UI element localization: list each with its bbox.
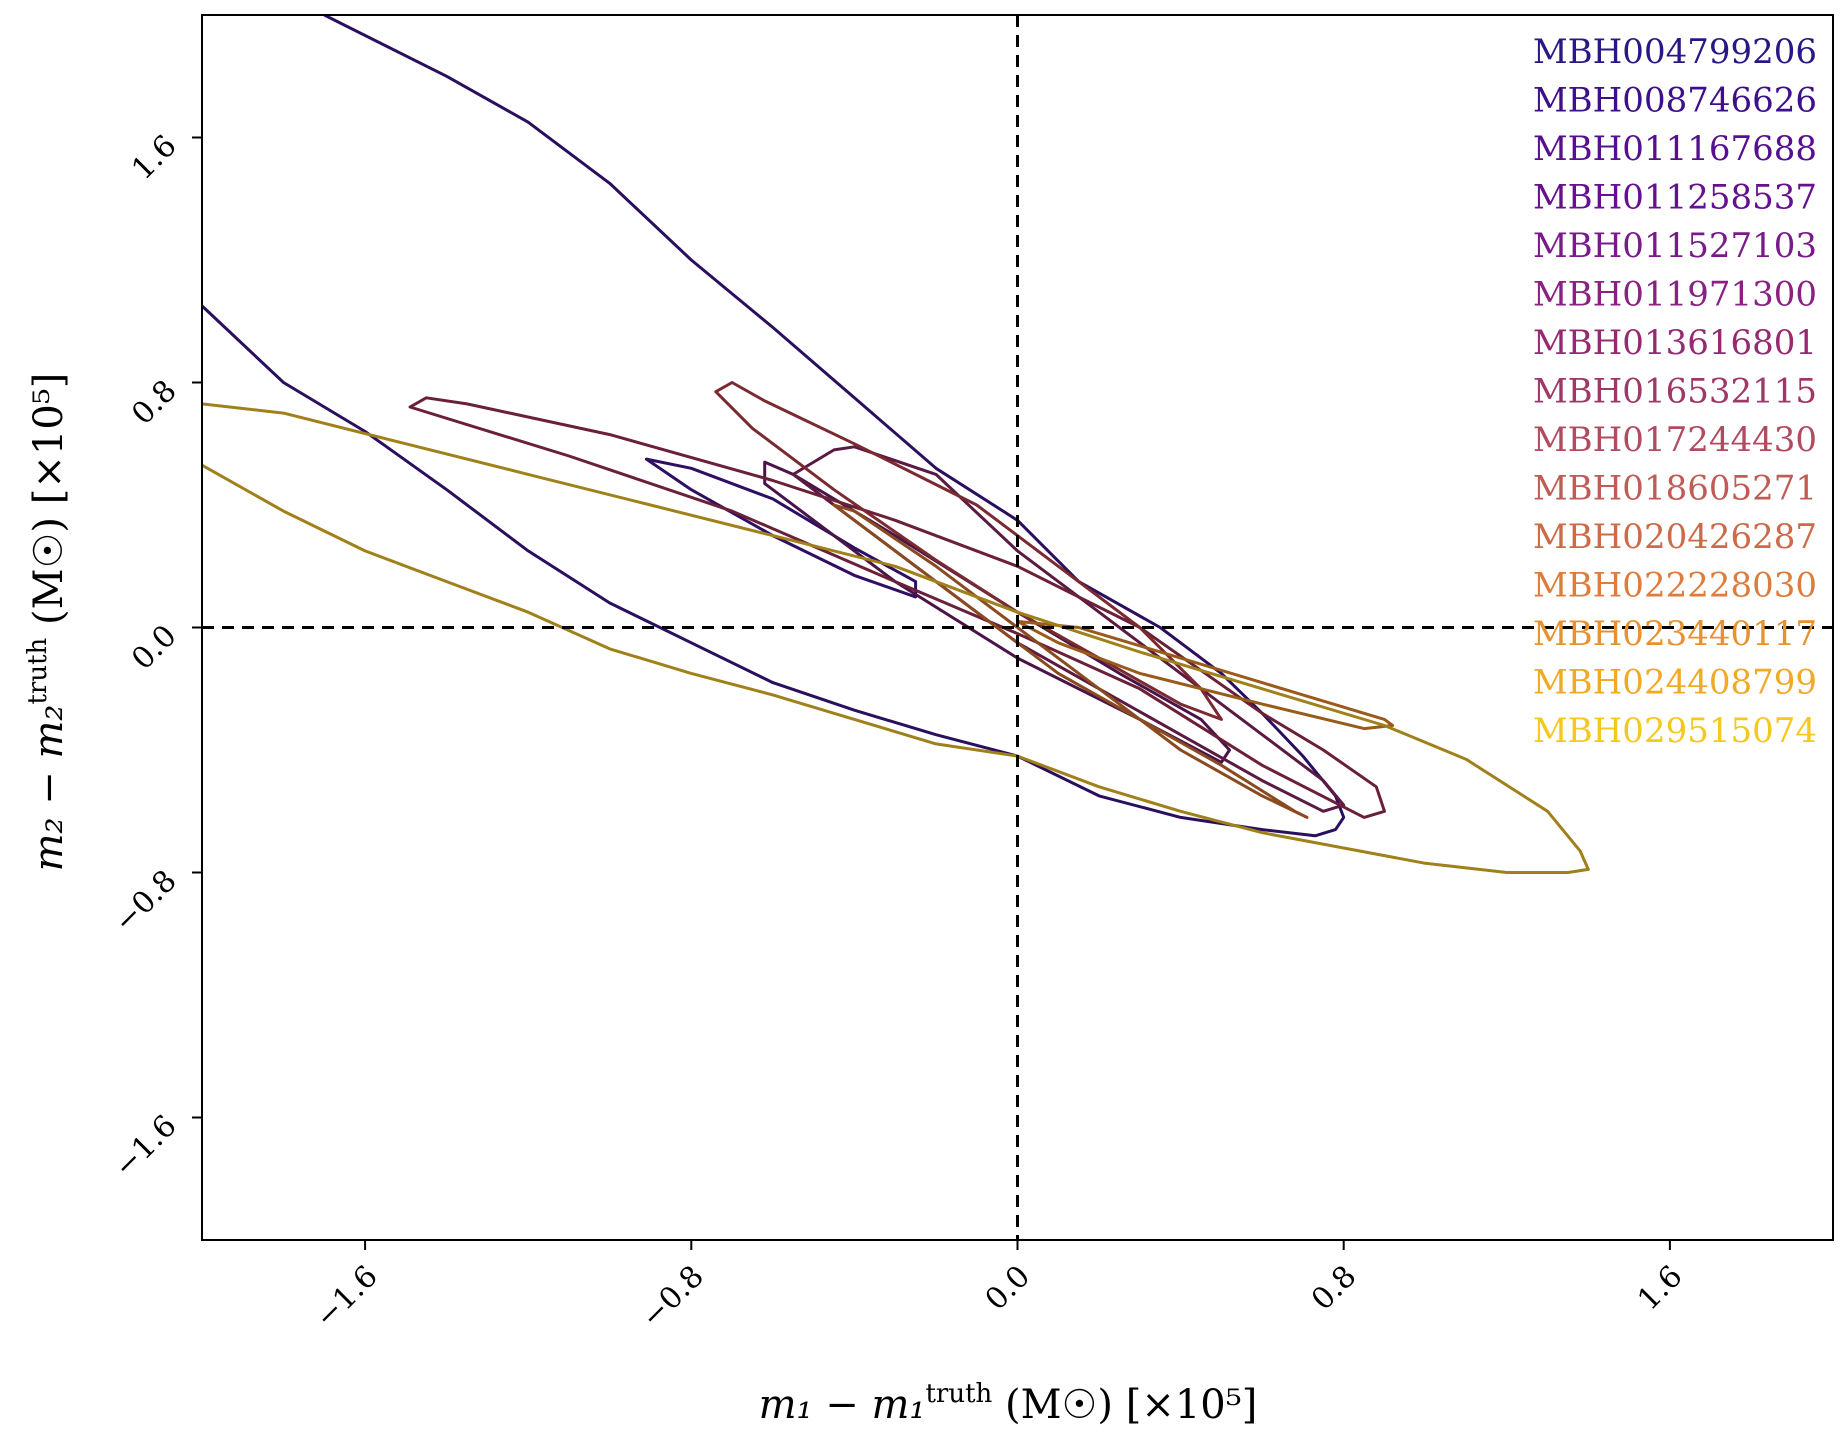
- y-tick-label: 0.0: [125, 618, 183, 676]
- legend-entry: MBH011258537: [1533, 178, 1817, 218]
- legend: MBH004799206 MBH008746626 MBH011167688 MBH0…: [1533, 32, 1817, 751]
- x-tick-label: −1.6: [308, 1259, 384, 1335]
- legend-entry: MBH011167688: [1533, 129, 1817, 169]
- legend-entry: MBH013616801: [1533, 323, 1817, 363]
- legend-entry: MBH024408799: [1533, 663, 1817, 703]
- contour-3: [763, 460, 1231, 764]
- y-tick-label: −0.8: [107, 863, 183, 939]
- x-tick-label: 0.0: [979, 1259, 1037, 1317]
- legend-entry: MBH008746626: [1533, 81, 1817, 121]
- y-tick-label: 0.8: [125, 373, 183, 431]
- contour-2: [644, 457, 918, 599]
- x-axis-label-main: m₁ − m₁: [759, 1382, 926, 1428]
- legend-entry: MBH016532115: [1533, 372, 1817, 412]
- y-axis-label-unit: (M☉) [×10⁵]: [26, 373, 72, 638]
- contour-6: [714, 381, 1223, 721]
- reference-lines: [202, 15, 1833, 1240]
- contour-7: [832, 503, 1309, 819]
- contour-layer: [202, 15, 1590, 874]
- y-axis-label: m₂ − m₂truth (M☉) [×10⁵]: [23, 373, 72, 872]
- legend-entry: MBH011971300: [1533, 275, 1817, 315]
- x-tick-label: −0.8: [635, 1259, 711, 1335]
- x-axis-label-sup: truth: [925, 1379, 992, 1409]
- x-axis-ticks: −1.6 −0.8 0.0 0.8 1.6: [308, 1240, 1690, 1335]
- contour-1: [202, 15, 1346, 838]
- x-tick-label: 1.6: [1631, 1259, 1689, 1317]
- x-axis-label-unit: (M☉) [×10⁵]: [992, 1382, 1257, 1428]
- legend-entry: MBH029515074: [1533, 711, 1817, 751]
- x-tick-label: 0.8: [1305, 1259, 1363, 1317]
- legend-entry: MBH017244430: [1533, 420, 1817, 460]
- x-axis-label: m₁ − m₁truth (M☉) [×10⁵]: [759, 1379, 1258, 1428]
- legend-entry: MBH004799206: [1533, 32, 1817, 72]
- contour-8: [1016, 619, 1395, 731]
- legend-entry: MBH023440117: [1533, 614, 1817, 654]
- y-axis-label-sup: truth: [23, 637, 53, 704]
- legend-entry: MBH011527103: [1533, 226, 1817, 266]
- contour-9: [202, 402, 1590, 874]
- y-axis-ticks: −1.6 −0.8 0.0 0.8 1.6: [107, 128, 202, 1185]
- contour-5: [408, 396, 1386, 819]
- legend-entry: MBH020426287: [1533, 517, 1817, 557]
- legend-entry: MBH018605271: [1533, 469, 1817, 509]
- legend-entry: MBH022228030: [1533, 566, 1817, 606]
- y-axis-label-main: m₂ − m₂: [26, 705, 72, 872]
- y-tick-label: 1.6: [125, 128, 183, 186]
- y-tick-label: −1.6: [107, 1108, 183, 1184]
